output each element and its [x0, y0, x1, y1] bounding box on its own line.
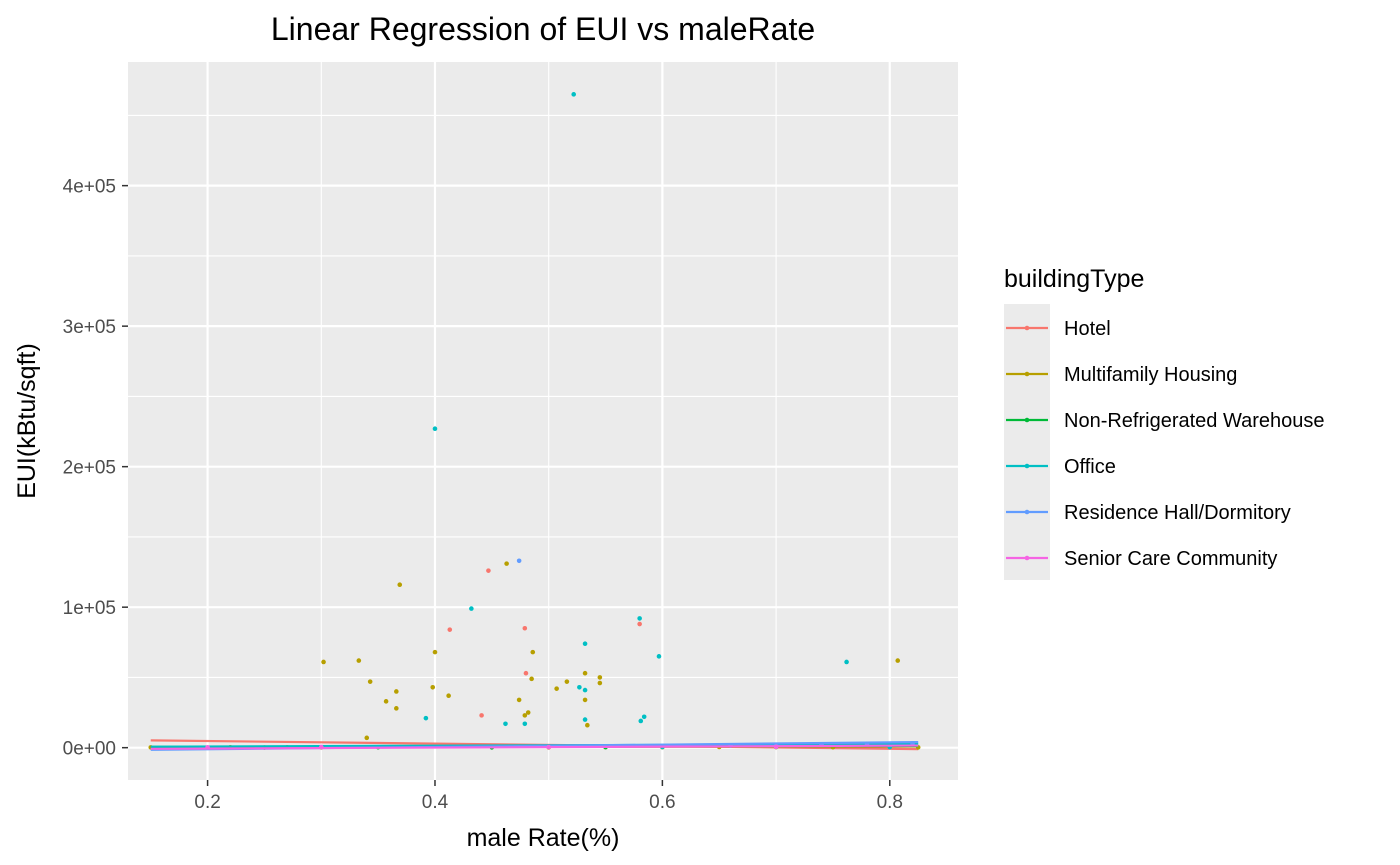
x-tick-label: 0.6	[649, 792, 675, 813]
data-point	[383, 699, 389, 704]
data-point	[503, 721, 508, 727]
y-axis-title: EUI(kBtu/sqft)	[13, 343, 41, 499]
legend-key-point	[1024, 325, 1030, 331]
data-point	[446, 693, 451, 698]
legend-item-multifamily-housing: Multifamily Housing	[1006, 364, 1237, 386]
x-tick-label: 0.8	[877, 792, 903, 813]
data-point	[516, 697, 522, 703]
data-point	[582, 697, 588, 703]
legend-item-office: Office	[1006, 456, 1116, 478]
y-tick-label: 3e+05	[63, 317, 116, 338]
data-point	[895, 658, 901, 663]
legend: buildingType Hotel Multifamily Housing Non…	[1004, 265, 1325, 580]
data-point	[582, 670, 588, 676]
legend-key-background	[1004, 304, 1050, 580]
legend-key-point	[1024, 417, 1030, 423]
data-point	[367, 679, 373, 684]
legend-title: buildingType	[1004, 265, 1144, 293]
plot-background	[128, 62, 958, 780]
x-axis: 0.2 0.4 0.6 0.8	[194, 780, 903, 813]
x-tick-label: 0.2	[194, 792, 220, 813]
data-point	[394, 706, 399, 711]
data-point	[364, 735, 370, 741]
legend-key-point	[1024, 371, 1030, 377]
data-point	[397, 582, 403, 587]
x-axis-title: male Rate(%)	[467, 824, 620, 852]
data-point	[479, 713, 484, 718]
legend-label: Office	[1064, 456, 1116, 478]
legend-key-point	[1024, 509, 1030, 515]
data-point	[447, 627, 453, 632]
y-tick-label: 4e+05	[63, 177, 116, 198]
data-point	[321, 659, 326, 665]
data-point	[525, 710, 531, 715]
plot-area	[128, 62, 958, 780]
y-tick-label: 1e+05	[63, 598, 116, 619]
data-point	[469, 606, 474, 611]
data-point	[486, 568, 491, 573]
data-point	[597, 680, 603, 686]
y-axis: 0e+00 1e+05 2e+05 3e+05 4e+05	[63, 177, 128, 760]
legend-item-non-refrigerated-warehouse: Non-Refrigerated Warehouse	[1006, 410, 1325, 432]
data-point	[637, 621, 642, 627]
data-point	[530, 649, 536, 655]
data-point	[637, 616, 642, 621]
data-point	[582, 687, 588, 693]
data-point	[504, 561, 509, 566]
data-point	[432, 426, 438, 432]
legend-label: Multifamily Housing	[1064, 364, 1237, 386]
data-point	[844, 659, 849, 665]
data-point	[423, 715, 429, 721]
chart-title: Linear Regression of EUI vs maleRate	[271, 11, 815, 47]
legend-label: Hotel	[1064, 318, 1111, 340]
legend-item-hotel: Hotel	[1006, 318, 1111, 340]
y-tick-label: 2e+05	[63, 458, 116, 479]
regression-line	[150, 744, 919, 750]
legend-key-point	[1024, 463, 1030, 469]
data-point	[554, 686, 559, 691]
data-point	[582, 717, 588, 722]
data-point	[430, 684, 436, 690]
legend-key-point	[1024, 555, 1030, 561]
data-point	[522, 713, 528, 718]
x-tick-label: 0.4	[422, 792, 449, 813]
data-point	[432, 649, 438, 655]
data-point	[564, 679, 570, 684]
data-point	[585, 722, 590, 728]
data-point	[356, 658, 362, 663]
data-point	[522, 625, 528, 631]
series-senior-care-community	[150, 744, 919, 750]
legend-label: Non-Refrigerated Warehouse	[1064, 410, 1325, 432]
data-point	[523, 670, 529, 676]
data-point	[582, 641, 588, 647]
legend-label: Senior Care Community	[1064, 548, 1277, 570]
y-tick-label: 0e+00	[63, 739, 116, 760]
data-point	[394, 689, 399, 694]
data-point	[597, 675, 603, 680]
data-point	[571, 92, 576, 97]
data-point	[656, 654, 662, 659]
data-point	[529, 676, 534, 682]
legend-item-residence-hall-dormitory: Residence Hall/Dormitory	[1006, 502, 1291, 524]
data-point	[522, 721, 528, 727]
data-point	[577, 684, 582, 690]
data-point	[638, 718, 644, 724]
data-point	[641, 714, 647, 720]
legend-label: Residence Hall/Dormitory	[1064, 502, 1291, 524]
data-point	[516, 558, 522, 564]
legend-item-senior-care-community: Senior Care Community	[1006, 548, 1277, 570]
